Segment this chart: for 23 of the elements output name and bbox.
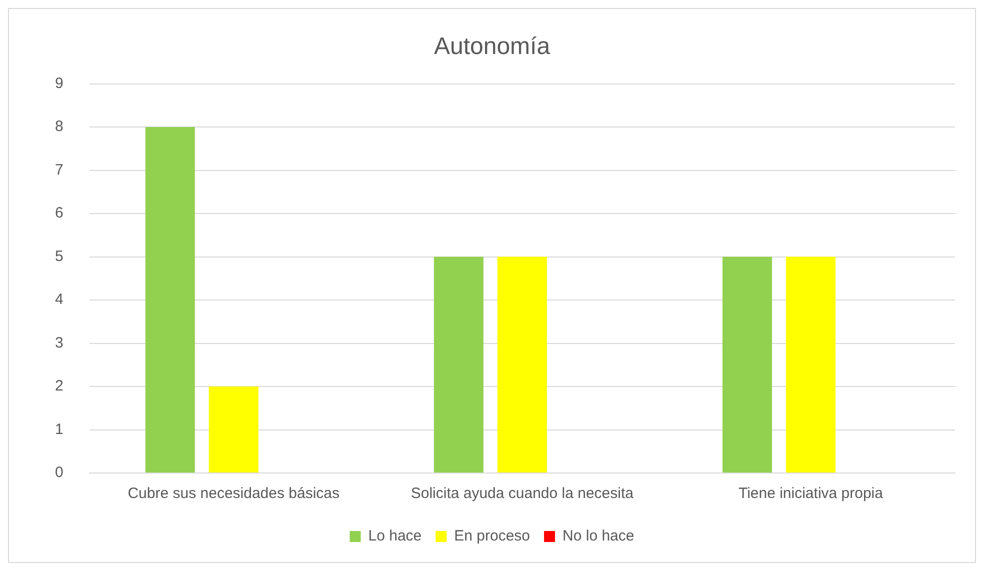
y-tick-label: 6 bbox=[55, 204, 64, 222]
y-tick-label: 9 bbox=[55, 74, 64, 92]
bar bbox=[722, 256, 772, 472]
x-tick-label: Solicita ayuda cuando la necesita bbox=[410, 485, 634, 502]
chart-title: Autonomía bbox=[434, 33, 551, 60]
y-tick-label: 1 bbox=[55, 420, 64, 438]
y-tick-label: 8 bbox=[55, 118, 64, 136]
y-tick-label: 5 bbox=[55, 248, 64, 265]
y-tick-label: 0 bbox=[55, 464, 64, 482]
bar bbox=[434, 256, 484, 472]
y-tick-label: 2 bbox=[55, 378, 64, 395]
bar bbox=[786, 256, 836, 472]
y-tick-label: 7 bbox=[55, 161, 64, 178]
y-tick-label: 3 bbox=[55, 334, 64, 352]
x-tick-label: Tiene iniciativa propia bbox=[738, 485, 884, 502]
y-tick-label: 4 bbox=[55, 291, 64, 308]
x-tick-label: Cubre sus necesidades básicas bbox=[128, 485, 340, 502]
bar bbox=[497, 256, 547, 472]
bar bbox=[208, 386, 258, 472]
legend-label: En proceso bbox=[454, 528, 530, 545]
legend-label: No lo hace bbox=[562, 528, 634, 545]
bar bbox=[145, 127, 195, 472]
legend-label: Lo hace bbox=[368, 528, 422, 545]
